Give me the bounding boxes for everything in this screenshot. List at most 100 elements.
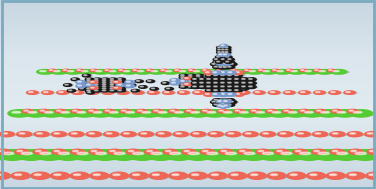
Ellipse shape bbox=[281, 152, 292, 155]
Ellipse shape bbox=[229, 63, 237, 66]
Ellipse shape bbox=[37, 71, 56, 74]
Ellipse shape bbox=[187, 74, 196, 77]
Ellipse shape bbox=[226, 93, 236, 96]
Ellipse shape bbox=[263, 71, 269, 72]
Ellipse shape bbox=[216, 63, 226, 65]
Ellipse shape bbox=[154, 110, 177, 117]
Ellipse shape bbox=[138, 110, 142, 111]
Bar bbox=[0, 57, 376, 59]
Ellipse shape bbox=[51, 71, 70, 74]
Ellipse shape bbox=[133, 90, 136, 91]
Ellipse shape bbox=[220, 64, 228, 67]
Ellipse shape bbox=[35, 150, 65, 160]
Bar bbox=[0, 170, 376, 172]
Ellipse shape bbox=[117, 79, 127, 80]
Ellipse shape bbox=[79, 71, 98, 74]
Ellipse shape bbox=[217, 99, 226, 102]
Ellipse shape bbox=[198, 82, 209, 84]
Ellipse shape bbox=[349, 110, 373, 117]
Ellipse shape bbox=[228, 90, 231, 91]
Ellipse shape bbox=[195, 79, 205, 80]
Ellipse shape bbox=[314, 91, 325, 94]
Ellipse shape bbox=[109, 152, 143, 159]
Ellipse shape bbox=[146, 70, 155, 71]
Ellipse shape bbox=[203, 82, 212, 84]
Ellipse shape bbox=[125, 81, 136, 84]
Ellipse shape bbox=[222, 54, 231, 56]
Ellipse shape bbox=[204, 84, 208, 85]
Ellipse shape bbox=[15, 150, 31, 154]
Ellipse shape bbox=[95, 90, 98, 91]
Ellipse shape bbox=[203, 74, 212, 77]
Ellipse shape bbox=[300, 110, 305, 111]
Ellipse shape bbox=[187, 84, 196, 86]
Ellipse shape bbox=[277, 150, 282, 152]
Ellipse shape bbox=[208, 132, 223, 137]
Ellipse shape bbox=[191, 133, 208, 136]
Ellipse shape bbox=[133, 152, 144, 155]
Ellipse shape bbox=[211, 80, 219, 82]
Ellipse shape bbox=[87, 91, 99, 94]
Ellipse shape bbox=[139, 86, 148, 88]
Ellipse shape bbox=[244, 69, 252, 72]
Ellipse shape bbox=[219, 74, 228, 77]
Ellipse shape bbox=[247, 78, 256, 81]
Ellipse shape bbox=[110, 174, 131, 178]
Ellipse shape bbox=[152, 88, 155, 89]
Ellipse shape bbox=[24, 112, 51, 116]
Ellipse shape bbox=[205, 71, 223, 74]
Ellipse shape bbox=[198, 85, 207, 88]
Ellipse shape bbox=[228, 66, 231, 67]
Ellipse shape bbox=[36, 150, 41, 152]
Ellipse shape bbox=[150, 88, 158, 90]
Ellipse shape bbox=[351, 150, 356, 152]
Ellipse shape bbox=[349, 174, 356, 176]
Ellipse shape bbox=[114, 152, 125, 155]
Ellipse shape bbox=[16, 150, 46, 160]
Ellipse shape bbox=[191, 70, 207, 74]
Ellipse shape bbox=[217, 61, 226, 64]
Ellipse shape bbox=[329, 92, 342, 94]
Ellipse shape bbox=[193, 92, 206, 94]
Ellipse shape bbox=[73, 112, 100, 116]
Ellipse shape bbox=[313, 152, 347, 159]
Ellipse shape bbox=[244, 70, 253, 71]
Ellipse shape bbox=[95, 86, 98, 87]
Ellipse shape bbox=[213, 104, 222, 106]
Ellipse shape bbox=[64, 84, 73, 86]
Ellipse shape bbox=[207, 83, 215, 85]
Bar bbox=[0, 139, 376, 142]
Ellipse shape bbox=[165, 88, 173, 90]
Ellipse shape bbox=[79, 88, 88, 90]
Ellipse shape bbox=[212, 84, 215, 85]
Ellipse shape bbox=[221, 75, 224, 76]
Ellipse shape bbox=[142, 112, 151, 113]
Ellipse shape bbox=[139, 86, 147, 88]
Ellipse shape bbox=[27, 92, 40, 94]
Ellipse shape bbox=[211, 76, 219, 79]
Ellipse shape bbox=[347, 133, 365, 136]
Ellipse shape bbox=[226, 56, 229, 57]
Ellipse shape bbox=[315, 110, 328, 113]
Ellipse shape bbox=[179, 82, 188, 84]
Ellipse shape bbox=[82, 75, 92, 77]
Ellipse shape bbox=[179, 76, 188, 79]
Ellipse shape bbox=[212, 78, 221, 81]
Ellipse shape bbox=[222, 61, 230, 64]
Ellipse shape bbox=[0, 174, 2, 176]
Ellipse shape bbox=[225, 49, 228, 50]
Ellipse shape bbox=[28, 112, 37, 113]
Ellipse shape bbox=[179, 78, 188, 81]
Ellipse shape bbox=[225, 152, 237, 155]
Ellipse shape bbox=[208, 172, 227, 179]
Ellipse shape bbox=[222, 62, 231, 64]
Ellipse shape bbox=[91, 150, 97, 152]
Ellipse shape bbox=[85, 81, 96, 82]
Ellipse shape bbox=[0, 150, 27, 160]
Ellipse shape bbox=[41, 112, 67, 116]
Bar bbox=[0, 45, 376, 47]
Ellipse shape bbox=[214, 104, 217, 105]
Ellipse shape bbox=[211, 78, 219, 81]
Ellipse shape bbox=[107, 71, 126, 74]
Ellipse shape bbox=[220, 93, 224, 94]
